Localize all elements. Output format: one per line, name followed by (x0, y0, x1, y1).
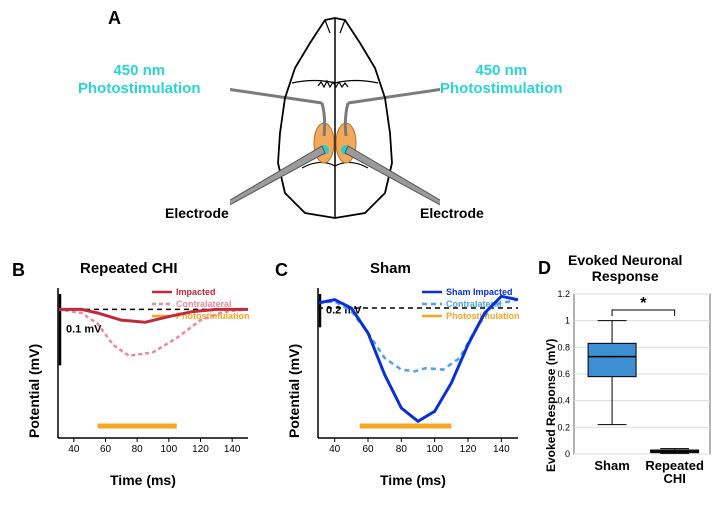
panel-c-xlabel: Time (ms) (380, 472, 446, 488)
svg-text:120: 120 (192, 444, 209, 455)
svg-text:0.4: 0.4 (557, 396, 570, 406)
svg-text:CHI: CHI (663, 471, 685, 486)
svg-text:0.2: 0.2 (557, 422, 570, 432)
svg-text:100: 100 (160, 444, 177, 455)
panel-c-ylabel: Potential (mV) (286, 344, 302, 438)
svg-text:140: 140 (493, 444, 510, 455)
panel-b-chart: 0.1 mVImpactedContralateralPhotostimulat… (20, 280, 260, 490)
svg-text:1: 1 (565, 316, 570, 326)
panel-c-title: Sham (370, 260, 411, 277)
photostim-right-label: 450 nmPhotostimulation (440, 62, 563, 98)
svg-text:80: 80 (132, 444, 144, 455)
svg-text:0.6: 0.6 (557, 369, 570, 379)
svg-text:40: 40 (68, 444, 80, 455)
svg-text:Sham: Sham (594, 458, 629, 473)
brain-diagram (230, 8, 440, 233)
panel-a-label: A (108, 8, 121, 29)
panel-b-title: Repeated CHI (80, 260, 178, 277)
panel-d-ylabel: Evoked Response (mV) (544, 339, 558, 472)
svg-text:140: 140 (224, 444, 241, 455)
svg-text:0.8: 0.8 (557, 342, 570, 352)
svg-text:80: 80 (396, 444, 408, 455)
panel-b-label: B (12, 260, 25, 281)
svg-text:0: 0 (565, 449, 570, 459)
panel-c-chart: 0.2 mVSham ImpactedContralateralPhotosti… (280, 280, 530, 490)
svg-text:Impacted: Impacted (176, 287, 216, 297)
svg-text:40: 40 (329, 444, 341, 455)
svg-text:Contralateral: Contralateral (176, 299, 232, 309)
panel-b-ylabel: Potential (mV) (26, 344, 42, 438)
svg-text:60: 60 (362, 444, 374, 455)
svg-text:1.2: 1.2 (557, 289, 570, 299)
svg-text:100: 100 (426, 444, 443, 455)
svg-text:120: 120 (460, 444, 477, 455)
svg-text:0.1 mV: 0.1 mV (66, 324, 102, 336)
panel-d-title: Evoked NeuronalResponse (568, 252, 682, 284)
svg-text:60: 60 (100, 444, 112, 455)
panel-c-label: C (275, 260, 288, 281)
panel-d-chart: 00.20.40.60.811.2*ShamRepeatedCHI Evoked… (540, 288, 720, 508)
panel-d-label: D (538, 258, 551, 279)
svg-text:*: * (640, 295, 647, 312)
electrode-left-label: Electrode (165, 205, 229, 221)
photostim-left-label: 450 nmPhotostimulation (78, 62, 201, 98)
panel-b-xlabel: Time (ms) (110, 472, 176, 488)
